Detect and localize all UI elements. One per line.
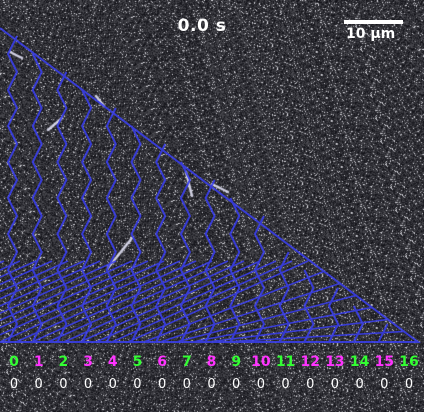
grid-diagonal xyxy=(0,260,165,336)
channel-index-13: 13 xyxy=(325,354,345,370)
channel-value-5: 0 xyxy=(133,377,142,392)
scale-bar xyxy=(344,20,403,24)
grid-column-trace xyxy=(6,35,19,343)
grid-column-trace xyxy=(31,53,43,343)
channel-value-8: 0 xyxy=(207,377,216,392)
grid-diagonal xyxy=(31,260,213,343)
channel-index-6: 6 xyxy=(157,354,167,370)
grid-boundary xyxy=(0,27,421,343)
grid-diagonal xyxy=(0,260,117,314)
grid-column-trace xyxy=(253,215,266,343)
channel-index-4: 4 xyxy=(107,354,118,370)
grid-column-trace xyxy=(56,71,68,343)
grid-column-trace xyxy=(352,305,364,343)
grid-diagonal xyxy=(47,260,229,343)
grid-diagonal xyxy=(0,260,101,307)
grid-diagonal xyxy=(0,260,37,278)
channel-value-10: 0 xyxy=(256,377,266,392)
channel-index-14: 14 xyxy=(349,354,370,370)
grid-column-trace xyxy=(105,107,117,343)
grid-diagonal xyxy=(0,260,181,343)
channel-value-6: 0 xyxy=(157,377,167,392)
grid-diagonal xyxy=(175,294,357,343)
channel-value-11: 0 xyxy=(281,377,290,392)
channel-value-12: 0 xyxy=(306,377,315,392)
grid-diagonal xyxy=(191,306,373,343)
channel-index-9: 9 xyxy=(231,354,242,370)
channel-value-3: 0 xyxy=(83,377,93,392)
channel-index-16: 16 xyxy=(399,354,419,370)
channel-index-12: 12 xyxy=(300,354,320,370)
grid-diagonal xyxy=(0,260,69,293)
grid-column-trace xyxy=(130,125,142,343)
channel-value-2: 0 xyxy=(59,377,68,392)
channel-index-0: 0 xyxy=(9,354,19,370)
scale-bar-label: 10 µm xyxy=(346,26,396,42)
grid-diagonal xyxy=(127,260,309,343)
channel-value-13: 0 xyxy=(330,377,340,392)
grid-column-trace xyxy=(80,89,93,343)
grid-column-trace xyxy=(229,197,241,343)
channel-value-4: 0 xyxy=(108,377,117,392)
grid-column-trace xyxy=(303,269,315,343)
grid-diagonal xyxy=(111,260,293,343)
grid-diagonal xyxy=(95,260,277,343)
channel-index-15: 15 xyxy=(374,354,395,370)
channel-index-row: 0 1 2 3 4 5 6 7 8 9 10 11 12 13 14 15 16 xyxy=(0,353,424,373)
channel-index-1: 1 xyxy=(33,354,44,370)
channel-index-5: 5 xyxy=(132,354,143,370)
grid-column-trace xyxy=(179,161,192,343)
channel-index-2: 2 xyxy=(58,354,69,370)
channel-value-0: 0 xyxy=(9,377,19,392)
timestamp-label: 0.0 s xyxy=(177,16,227,36)
grid-diagonal xyxy=(0,260,21,271)
channel-index-11: 11 xyxy=(275,354,296,370)
channel-value-1: 0 xyxy=(34,377,43,392)
grid-diagonal xyxy=(79,260,261,343)
grid-diagonal xyxy=(0,260,85,300)
channel-value-9: 0 xyxy=(232,377,241,392)
grid-diagonal xyxy=(0,260,149,329)
grid-diagonal xyxy=(143,270,325,343)
grid-diagonal xyxy=(0,260,5,264)
grid-column-trace xyxy=(278,251,290,343)
grid-diagonal xyxy=(15,260,197,343)
channel-index-3: 3 xyxy=(83,354,93,370)
grid-diagonal xyxy=(223,330,405,343)
grid-diagonal xyxy=(0,260,53,286)
channel-value-15: 0 xyxy=(380,377,389,392)
channel-value-16: 0 xyxy=(404,377,414,392)
grid-column-trace xyxy=(155,143,167,343)
channel-index-10: 10 xyxy=(251,354,271,370)
grid-diagonal xyxy=(207,318,389,343)
grid-diagonal xyxy=(159,282,341,343)
channel-index-8: 8 xyxy=(206,354,217,370)
channel-value-14: 0 xyxy=(355,377,364,392)
channel-value-7: 0 xyxy=(182,377,191,392)
channel-index-7: 7 xyxy=(181,354,192,370)
grid-diagonal xyxy=(63,260,245,343)
grid-diagonal xyxy=(0,260,133,322)
